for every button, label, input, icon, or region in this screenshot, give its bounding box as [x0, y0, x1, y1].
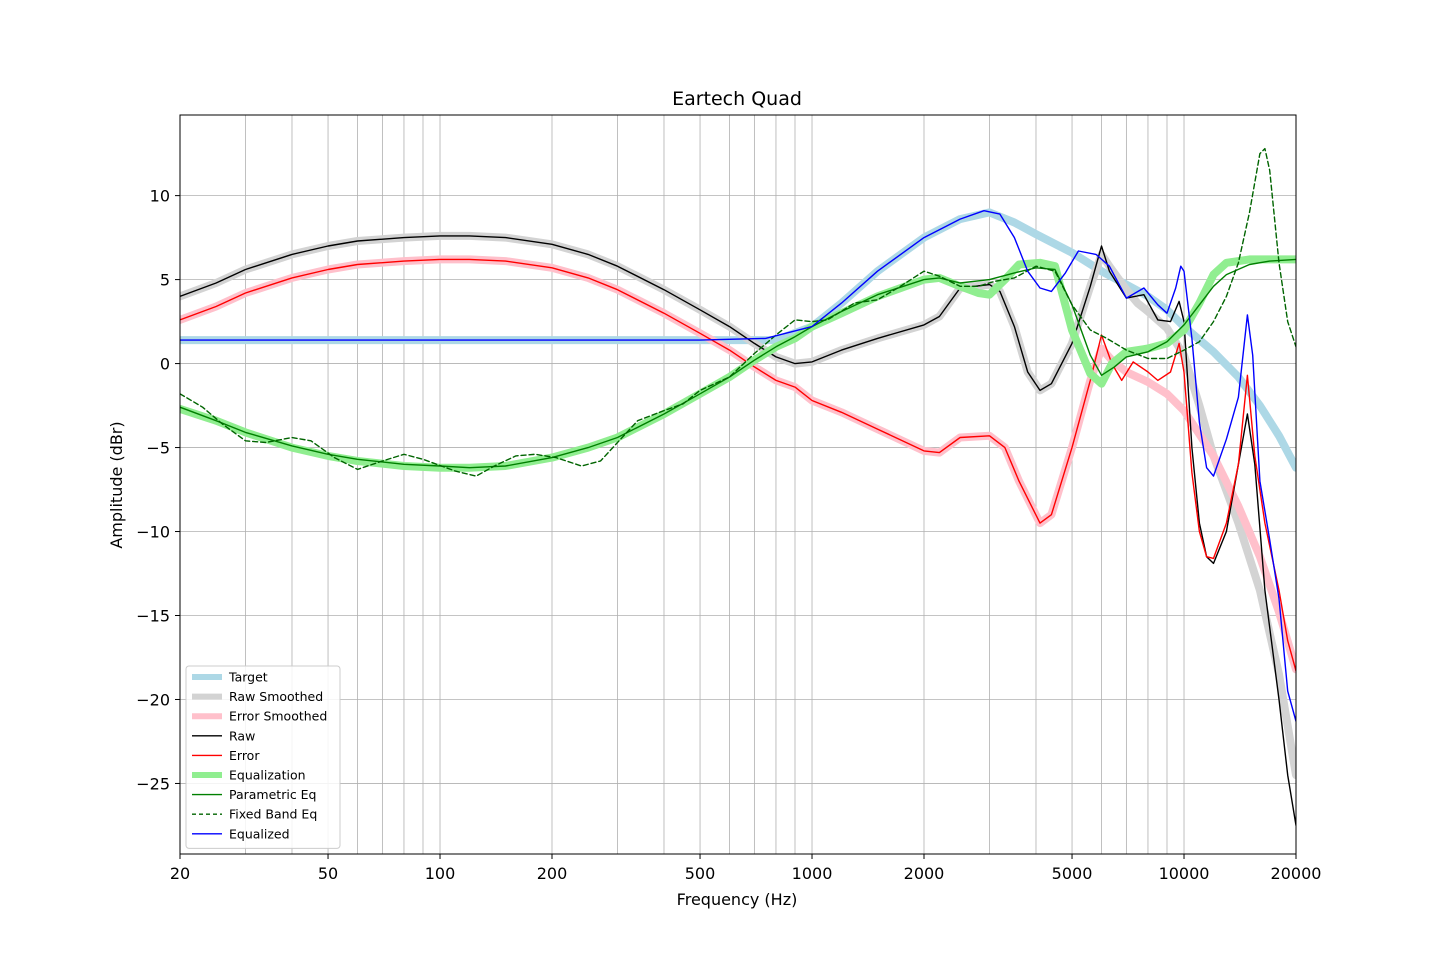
series-line-error [180, 258, 1296, 672]
series-line-equalized [180, 210, 1296, 722]
chart-title: Eartech Quad [672, 88, 802, 110]
plot-frame [179, 114, 1297, 855]
series-lines [180, 147, 1296, 827]
x-tick-label: 100 [425, 864, 456, 883]
legend: Target Raw Smoothed Error Smoothed Raw Error… [185, 665, 341, 849]
legend-label: Equalized [229, 826, 290, 841]
x-tick-label: 2000 [904, 864, 945, 883]
y-axis-label: Amplitude (dBr) [107, 421, 126, 548]
x-axis-label: Frequency (Hz) [677, 890, 798, 909]
legend-label: Equalization [229, 768, 306, 783]
y-tick-label: 5 [160, 271, 170, 290]
series-line-equalization [180, 255, 1296, 472]
legend-label: Error [229, 748, 260, 763]
y-tick-label: −5 [146, 439, 170, 458]
x-tick-label: 20000 [1271, 864, 1322, 883]
x-tick-label: 500 [685, 864, 716, 883]
legend-label: Fixed Band Eq [229, 807, 317, 822]
y-tick-label: −15 [136, 607, 170, 626]
y-tick-label: 10 [150, 187, 170, 206]
legend-label: Error Smoothed [229, 709, 327, 724]
x-tick-label: 200 [537, 864, 568, 883]
y-tick-label: −10 [136, 523, 170, 542]
legend-label: Raw Smoothed [229, 689, 323, 704]
x-tick-label: 50 [318, 864, 338, 883]
legend-label: Target [228, 670, 268, 685]
legend-label: Parametric Eq [229, 787, 317, 802]
x-tick-label: 10000 [1159, 864, 1210, 883]
x-tick-label: 1000 [792, 864, 833, 883]
y-tick-label: −25 [136, 774, 170, 793]
y-tick-label: −20 [136, 690, 170, 709]
x-tick-label: 5000 [1052, 864, 1093, 883]
y-tick-label: 0 [160, 355, 170, 374]
legend-box [185, 665, 341, 849]
series-line-fixed-band-eq [180, 147, 1296, 477]
x-tick-label: 20 [170, 864, 190, 883]
legend-label: Raw [229, 728, 255, 743]
axis-ticks: 20 50 100 200 500 1000 2000 5000 10000 200001050−… [136, 187, 1321, 883]
series-line-raw [180, 235, 1296, 827]
